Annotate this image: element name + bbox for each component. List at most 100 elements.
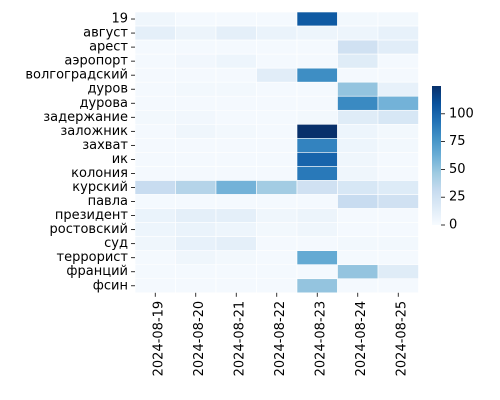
heatmap-cell [175, 25, 217, 41]
heatmap-cells [134, 11, 419, 294]
heatmap-cell [134, 53, 176, 69]
heatmap-cell [296, 67, 338, 83]
heatmap-cell [256, 264, 298, 280]
heatmap-cell [296, 166, 338, 181]
heatmap-cell [215, 152, 257, 167]
heatmap-cell [337, 39, 379, 55]
x-tick-label: 2024-08-25 [395, 301, 410, 377]
heatmap-cell [337, 152, 379, 167]
heatmap-cell [215, 194, 257, 209]
heatmap-cell [337, 109, 379, 125]
heatmap-cell [134, 194, 176, 209]
heatmap-cell [134, 180, 176, 195]
heatmap-cell [296, 194, 338, 209]
y-tick-label: павла [88, 194, 128, 209]
heatmap-cell [377, 109, 419, 125]
heatmap-cell [175, 166, 217, 181]
heatmap-cell [256, 95, 298, 111]
heatmap-cell [215, 250, 257, 266]
y-tick-label: курский [72, 180, 128, 195]
heatmap-cell [337, 166, 379, 181]
y-tick-label: суд [104, 236, 128, 251]
x-axis: 2024-08-19 2024-08-20 2024-08-21 2024-08-22… [152, 292, 410, 377]
heatmap-cell [377, 166, 419, 181]
heatmap-cell [256, 109, 298, 125]
heatmap-cell [337, 250, 379, 266]
heatmap-cell [215, 222, 257, 237]
heatmap-cell [215, 166, 257, 181]
heatmap-cell [175, 67, 217, 83]
heatmap-cell [175, 194, 217, 209]
heatmap-cell [337, 11, 379, 27]
x-tick-label: 2024-08-20 [192, 301, 207, 377]
heatmap-cell [337, 138, 379, 153]
heatmap-cell [134, 222, 176, 237]
heatmap-cell [256, 67, 298, 83]
heatmap-cell [134, 11, 176, 27]
heatmap-cell [175, 250, 217, 266]
heatmap-cell [215, 81, 257, 97]
heatmap-cell [215, 39, 257, 55]
heatmap-cell [296, 95, 338, 111]
heatmap-cell [256, 138, 298, 153]
heatmap-cell [175, 81, 217, 97]
heatmap-cell [256, 250, 298, 266]
heatmap-cell [215, 264, 257, 280]
heatmap-cell [256, 208, 298, 223]
heatmap-cell [337, 67, 379, 83]
heatmap-cell [337, 264, 379, 280]
y-tick-label: ик [112, 152, 128, 167]
y-tick-label: ростовский [50, 222, 128, 237]
y-tick-label: аэропорт [64, 54, 128, 69]
y-tick-label: дуров [87, 82, 128, 97]
heatmap-cell [337, 222, 379, 237]
heatmap-cell [377, 11, 419, 27]
heatmap-cell [337, 124, 379, 139]
x-tick-label: 2024-08-21 [233, 301, 248, 377]
heatmap-cell [377, 152, 419, 167]
heatmap-cell [296, 180, 338, 195]
heatmap-cell [377, 95, 419, 111]
y-tick-label: заложник [60, 124, 128, 139]
colorbar-gradient [432, 86, 441, 225]
heatmap-cell [296, 25, 338, 41]
heatmap-cell [175, 278, 217, 294]
heatmap-cell [296, 138, 338, 153]
y-tick-label: дурова [79, 96, 128, 111]
heatmap-cell [377, 194, 419, 209]
heatmap-cell [215, 11, 257, 27]
heatmap-cell [215, 180, 257, 195]
heatmap-cell [134, 250, 176, 266]
heatmap-cell [377, 236, 419, 251]
heatmap-cell [256, 222, 298, 237]
heatmap-cell [296, 39, 338, 55]
heatmap-cell [134, 39, 176, 55]
x-tick-label: 2024-08-23 [314, 301, 329, 377]
heatmap-cell [175, 11, 217, 27]
heatmap-cell [377, 67, 419, 83]
heatmap-cell [175, 264, 217, 280]
heatmap-cell [377, 138, 419, 153]
heatmap-cell [296, 208, 338, 223]
colorbar-tick-label: 25 [449, 190, 466, 205]
heatmap-cell [215, 138, 257, 153]
y-tick-label: август [83, 26, 128, 41]
heatmap-cell [377, 250, 419, 266]
heatmap-cell [256, 152, 298, 167]
heatmap-cell [175, 208, 217, 223]
heatmap-cell [377, 208, 419, 223]
heatmap-cell [296, 236, 338, 251]
y-tick-label: фсин [93, 278, 128, 293]
heatmap-cell [175, 138, 217, 153]
heatmap-cell [256, 81, 298, 97]
heatmap-cell [256, 236, 298, 251]
y-tick-label: террорист [57, 250, 129, 265]
heatmap-cell [175, 124, 217, 139]
colorbar-tick-label: 50 [449, 162, 466, 177]
heatmap-cell [134, 81, 176, 97]
heatmap-cell [296, 152, 338, 167]
heatmap-cell [337, 81, 379, 97]
heatmap-cell [134, 138, 176, 153]
y-tick-label: 19 [111, 12, 128, 27]
